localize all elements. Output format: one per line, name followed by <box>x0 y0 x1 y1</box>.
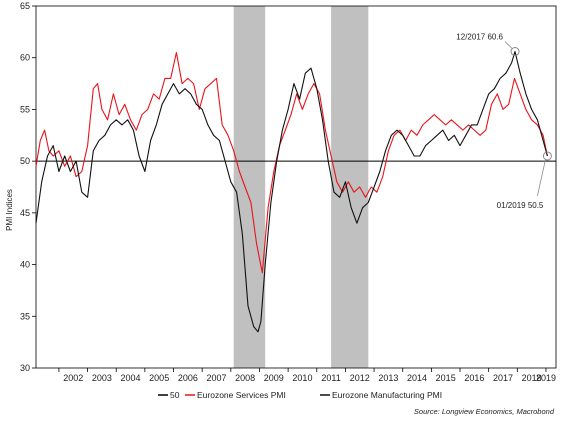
x-tick-label: 2008 <box>235 373 255 383</box>
x-tick-label: 2003 <box>92 373 112 383</box>
x-tick-label: 2004 <box>121 373 141 383</box>
legend-label: 50 <box>170 390 180 400</box>
y-tick-label: 35 <box>20 311 30 321</box>
services-pmi-line <box>35 51 548 274</box>
plot-frame <box>35 5 557 369</box>
x-tick-label: 2007 <box>206 373 226 383</box>
x-tick-label: 2016 <box>464 373 484 383</box>
legend-label: Eurozone Manufacturing PMI <box>332 390 442 400</box>
peak-marker-circle <box>510 47 520 57</box>
y-tick-label: 30 <box>20 363 30 373</box>
x-tick-label: 2013 <box>378 373 398 383</box>
latest-marker-circle <box>542 151 552 161</box>
x-tick-label: 2012 <box>350 373 370 383</box>
recession-shading-layer <box>233 6 369 368</box>
x-tick-label: 2017 <box>493 373 513 383</box>
y-tick-label: 40 <box>20 260 30 270</box>
x-tick-label: 2002 <box>63 373 83 383</box>
y-tick-label: 65 <box>20 1 30 11</box>
x-tick-label: 2019 <box>536 373 556 383</box>
y-tick-label: 50 <box>20 156 30 166</box>
y-axis-title: PMI Indices <box>5 189 14 231</box>
x-tick-label: 2015 <box>436 373 456 383</box>
y-tick-label: 60 <box>20 53 30 63</box>
recession-band-1 <box>233 6 266 368</box>
x-tick-label: 2006 <box>178 373 198 383</box>
x-tick-label: 2010 <box>292 373 312 383</box>
recession-band-2 <box>331 6 369 368</box>
manufacturing-pmi-line <box>35 50 548 333</box>
peak-annotation: 12/2017 60.6 <box>456 33 503 42</box>
x-tick-label: 2018 <box>522 373 542 383</box>
legend-label: Eurozone Services PMI <box>197 390 286 400</box>
peak-callout-line <box>504 41 513 49</box>
source-note: Source: Longview Economics, Macrobond <box>414 407 555 416</box>
x-tick-label: 2011 <box>321 373 340 383</box>
latest-annotation: 01/2019 50.5 <box>497 201 544 210</box>
y-tick-label: 45 <box>20 208 30 218</box>
latest-callout-line <box>537 159 546 197</box>
series-layer <box>35 50 556 333</box>
axes-layer: 30 35 40 45 50 55 60 65 2002 2003 2004 2005 2006 2007… <box>20 1 557 383</box>
legend: 50 Eurozone Services PMI Eurozone Manufact… <box>158 390 442 400</box>
x-tick-label: 2014 <box>407 373 427 383</box>
x-tick-label: 2005 <box>149 373 169 383</box>
y-tick-label: 55 <box>20 104 30 114</box>
annotation-layer: 12/2017 60.6 01/2019 50.5 <box>456 33 552 210</box>
x-tick-label: 2009 <box>264 373 284 383</box>
